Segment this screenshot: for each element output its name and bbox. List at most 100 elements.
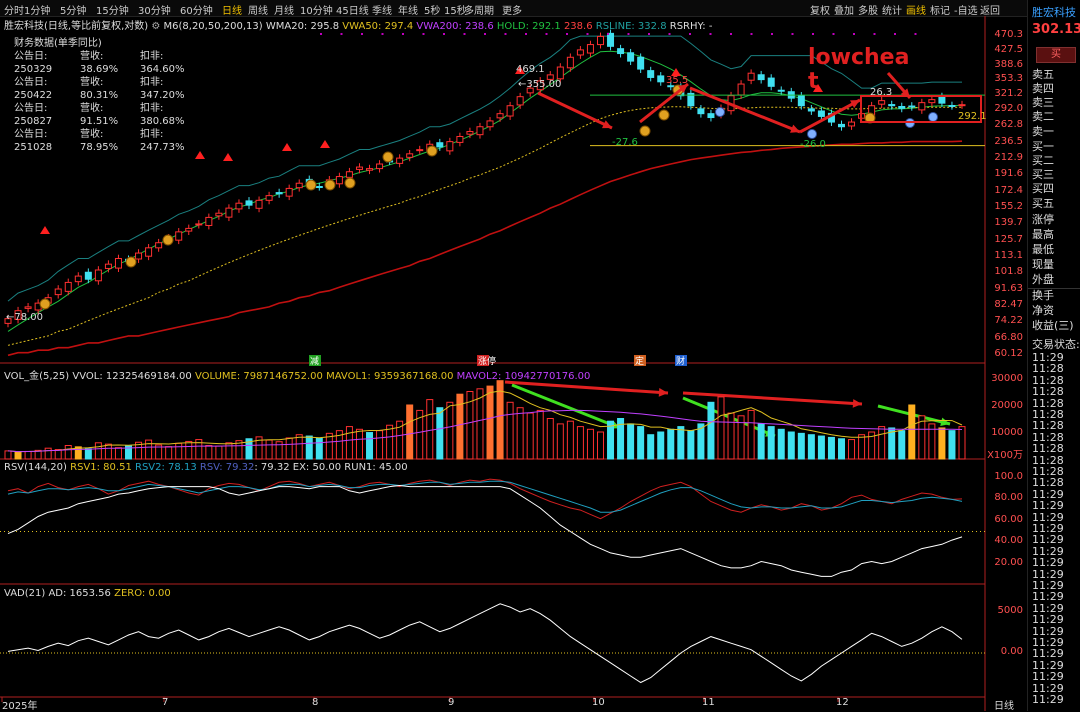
volume-bar — [687, 430, 695, 460]
period-6[interactable]: 日线 — [222, 6, 242, 17]
volume-bar — [74, 446, 82, 460]
x-axis-label: 2025年 — [2, 701, 38, 712]
candle — [878, 96, 886, 109]
time-row: 11:29 — [1032, 613, 1064, 627]
candle — [285, 184, 293, 201]
candle — [767, 74, 775, 91]
ma-line-vwa50 — [7, 106, 962, 346]
candle — [376, 160, 384, 173]
candle — [496, 109, 504, 122]
coin-marker-icon — [426, 145, 438, 157]
time-row: 11:29 — [1032, 499, 1064, 513]
vol-axis-label: 10000 — [991, 427, 1023, 438]
volume-bar — [84, 448, 92, 460]
period-4[interactable]: 30分钟 — [138, 6, 171, 17]
book-买四: 买四 — [1032, 182, 1054, 195]
candle — [697, 105, 705, 118]
volume-bar — [426, 399, 434, 460]
candle — [225, 204, 233, 222]
book-买二: 买二 — [1032, 154, 1054, 167]
time-row: 11:29 — [1032, 533, 1064, 547]
price-axis-label: 66.80 — [994, 331, 1023, 343]
vol-ma-mavol1 — [7, 390, 963, 453]
quote-panel: 胜宏科技 302.13 买 卖五 卖四 卖三 卖二 卖一 买一 买二 买三 买四 买五 涨停 最高 最低… — [1027, 0, 1080, 711]
volume-bar — [647, 434, 655, 460]
candle — [104, 260, 112, 273]
time-row: 11:28 — [1032, 419, 1064, 433]
period-13[interactable]: 5秒 — [424, 6, 441, 17]
toolbar-right-3[interactable]: 统计 — [882, 6, 902, 17]
magenta-dot — [648, 33, 650, 35]
period-15[interactable]: 多周期 — [464, 6, 494, 17]
volume-bar — [14, 451, 22, 460]
financial-profit: 扣非: 364.60% — [140, 51, 185, 75]
period-7[interactable]: 周线 — [248, 6, 268, 17]
time-row: 11:29 — [1032, 487, 1064, 501]
volume-bar — [275, 441, 283, 460]
time-row: 11:28 — [1032, 396, 1064, 410]
period-11[interactable]: 季线 — [372, 6, 392, 17]
toolbar-right-5[interactable]: 标记 — [930, 6, 950, 17]
buy-button[interactable]: 买 — [1036, 47, 1076, 63]
pct-change-label: 26.3 — [870, 87, 892, 98]
candle — [255, 196, 263, 213]
settings-icon[interactable]: ⚙ — [151, 21, 161, 32]
magenta-dot — [689, 33, 691, 35]
toolbar-right-4[interactable]: 画线 — [906, 6, 926, 17]
magenta-dot — [853, 33, 855, 35]
volume-bar — [697, 423, 705, 460]
zero-label: ZERO: 0.00 — [114, 588, 171, 599]
period-9[interactable]: 10分钟 — [300, 6, 333, 17]
volume-bar — [305, 435, 313, 460]
rsv1-label: RSV1: 80.51 — [70, 462, 132, 473]
rsline-label: RSLINE: 332.8 — [595, 21, 667, 32]
rsv-header: RSV(144,20) RSV1: 80.51 RSV2: 78.13 RSV:… — [4, 462, 408, 473]
volume-bar — [807, 434, 815, 460]
magenta-dot — [381, 33, 384, 35]
candle — [54, 285, 62, 299]
financial-title: 财务数据(单季同比) — [14, 38, 102, 49]
period-3[interactable]: 15分钟 — [96, 6, 129, 17]
toolbar-right-2[interactable]: 多股 — [858, 6, 878, 17]
period-2[interactable]: 5分钟 — [60, 6, 87, 17]
volume-bar — [135, 441, 143, 460]
vol-red-arrow-1 — [504, 380, 669, 397]
volume-bar — [928, 423, 936, 460]
period-10[interactable]: 45日线 — [336, 6, 369, 17]
period-0[interactable]: 分时 — [4, 6, 24, 17]
candle — [777, 86, 785, 95]
candle — [195, 220, 203, 229]
period-16[interactable]: 更多 — [502, 6, 522, 17]
ex-label: EX: 50.00 — [292, 462, 342, 473]
period-14[interactable]: 15秒 — [444, 6, 467, 17]
coin-marker-icon — [344, 177, 356, 189]
candle — [74, 272, 82, 286]
period-1[interactable]: 1分钟 — [24, 6, 51, 17]
toolbar-right-6[interactable]: -自选 — [954, 6, 978, 17]
magenta-dot — [668, 33, 671, 35]
price-axis-label: 262.8 — [994, 119, 1023, 131]
magenta-dot — [709, 33, 712, 35]
pct-change-label: 35.5 — [666, 75, 688, 86]
stock-title[interactable]: 胜宏科技(日线,等比前复权,对数) — [4, 21, 149, 32]
financial-row: 公告日: 250329 营收: 38.69% 扣非: 364.60% — [14, 50, 210, 76]
period-5[interactable]: 60分钟 — [180, 6, 213, 17]
toolbar-right-0[interactable]: 复权 — [810, 6, 830, 17]
book-买一: 买一 — [1032, 140, 1054, 153]
x-axis-label: 12 — [836, 697, 849, 708]
time-row: 11:28 — [1032, 453, 1064, 467]
candle — [566, 53, 574, 72]
toolbar-right-1[interactable]: 叠加 — [834, 6, 854, 17]
volume-bar — [837, 438, 845, 460]
price-axis-label: 101.8 — [994, 266, 1023, 278]
period-8[interactable]: 月线 — [274, 6, 294, 17]
signal-triangle — [40, 226, 50, 234]
stat-0: 涨停 — [1032, 213, 1054, 226]
toolbar-right-7[interactable]: 返回 — [980, 6, 1000, 17]
book-买五: 买五 — [1032, 197, 1054, 210]
wma20-label: WMA20: 295.8 — [265, 21, 340, 32]
vol-axis-label: 30000 — [991, 373, 1023, 384]
period-12[interactable]: 年线 — [398, 6, 418, 17]
candle — [607, 29, 615, 51]
volume-bar — [898, 430, 906, 460]
